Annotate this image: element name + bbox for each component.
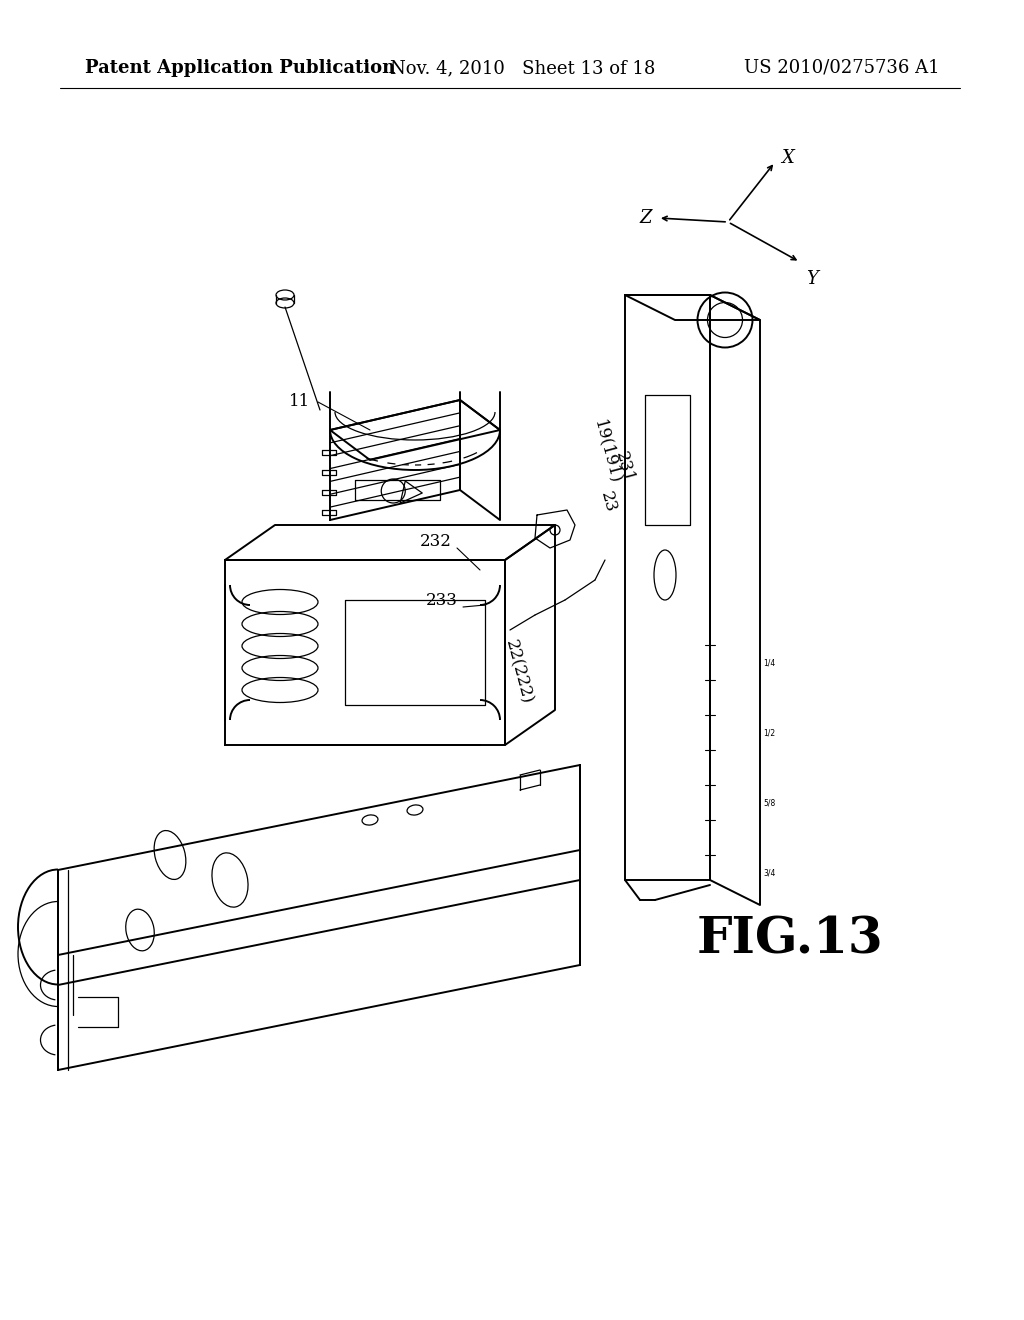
- Text: 233: 233: [426, 591, 458, 609]
- Text: 11: 11: [289, 393, 310, 411]
- Text: 22(222): 22(222): [501, 638, 535, 706]
- Text: Patent Application Publication: Patent Application Publication: [85, 59, 395, 77]
- Text: Y: Y: [806, 271, 818, 288]
- Text: FIG.13: FIG.13: [696, 916, 884, 965]
- Text: 232: 232: [420, 533, 452, 550]
- Text: 23: 23: [597, 490, 618, 515]
- Text: Nov. 4, 2010   Sheet 13 of 18: Nov. 4, 2010 Sheet 13 of 18: [390, 59, 655, 77]
- Text: 1/2: 1/2: [763, 729, 775, 737]
- Text: 1/4: 1/4: [763, 657, 775, 667]
- Text: 19(191): 19(191): [590, 418, 624, 486]
- Text: 3/4: 3/4: [763, 869, 775, 876]
- Text: Z: Z: [640, 209, 652, 227]
- Text: 231: 231: [611, 450, 636, 486]
- Text: X: X: [781, 149, 794, 168]
- Text: US 2010/0275736 A1: US 2010/0275736 A1: [744, 59, 940, 77]
- Text: 5/8: 5/8: [763, 799, 775, 807]
